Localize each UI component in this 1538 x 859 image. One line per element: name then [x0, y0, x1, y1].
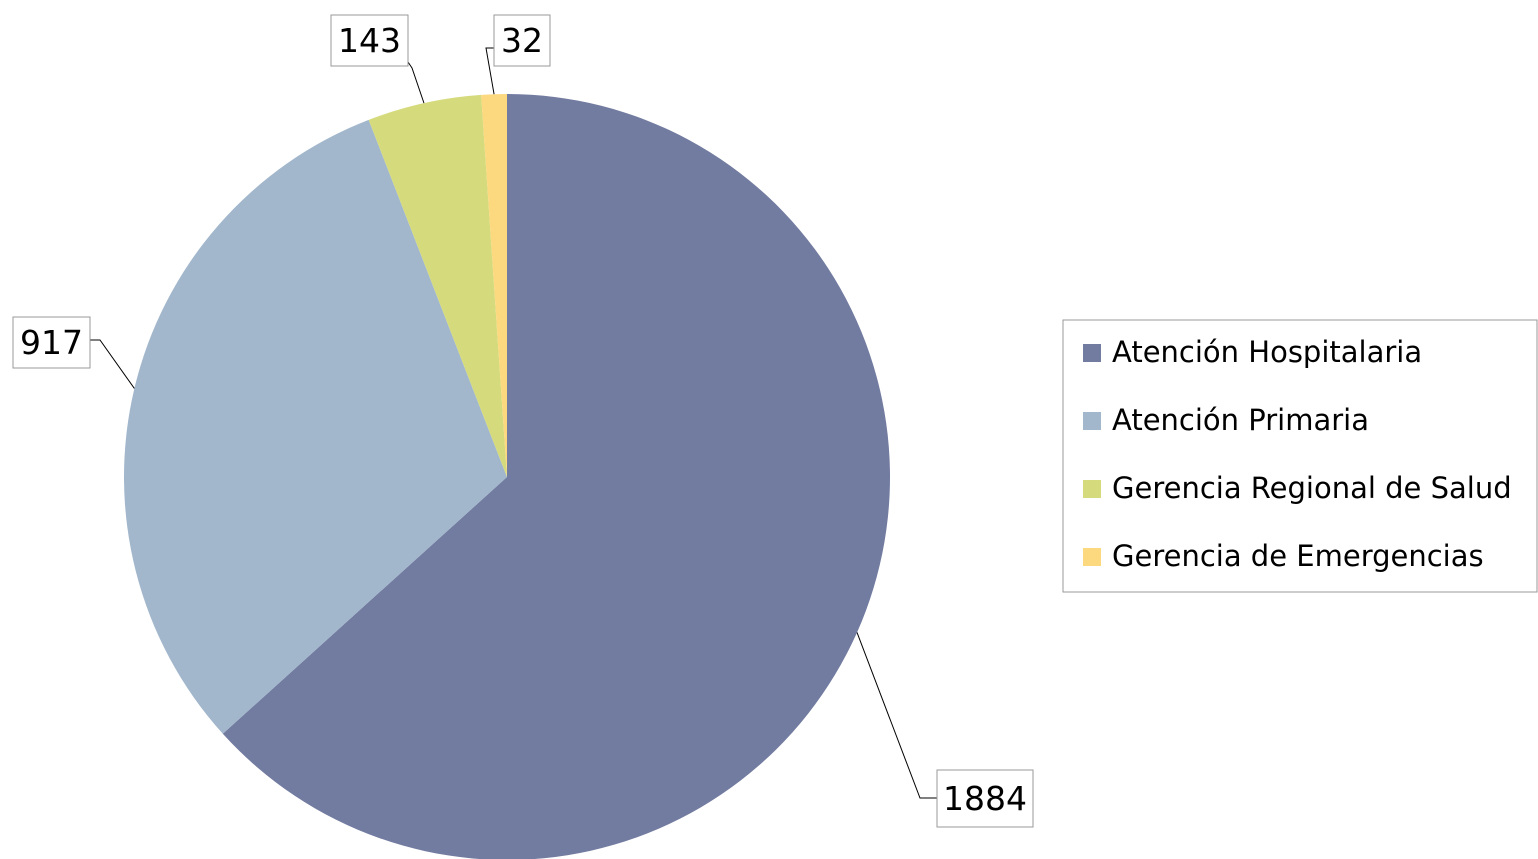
legend-swatch — [1083, 344, 1101, 362]
pie-slice — [368, 94, 507, 477]
data-label-box — [12, 316, 91, 369]
pie-slice — [481, 94, 507, 477]
legend-swatch — [1083, 412, 1101, 430]
leader-line — [407, 61, 425, 104]
data-label: 917 — [20, 323, 83, 362]
pie-slice — [124, 119, 507, 734]
legend-label: Atención Primaria — [1112, 403, 1369, 437]
data-label-box — [936, 769, 1034, 828]
data-label: 32 — [501, 21, 543, 60]
legend-label: Atención Hospitalaria — [1112, 335, 1422, 369]
legend-label: Gerencia Regional de Salud — [1112, 471, 1512, 505]
data-label: 1884 — [943, 779, 1027, 818]
leader-line — [856, 632, 937, 799]
leader-line — [485, 47, 495, 95]
data-label: 143 — [338, 21, 401, 60]
data-label-box — [330, 14, 409, 67]
legend-label: Gerencia de Emergencias — [1112, 539, 1484, 573]
data-label-box — [493, 14, 551, 67]
pie-slice — [222, 94, 890, 859]
legend-swatch — [1083, 548, 1101, 566]
legend-swatch — [1083, 480, 1101, 498]
leader-line — [90, 339, 135, 389]
legend-box — [1062, 319, 1538, 593]
